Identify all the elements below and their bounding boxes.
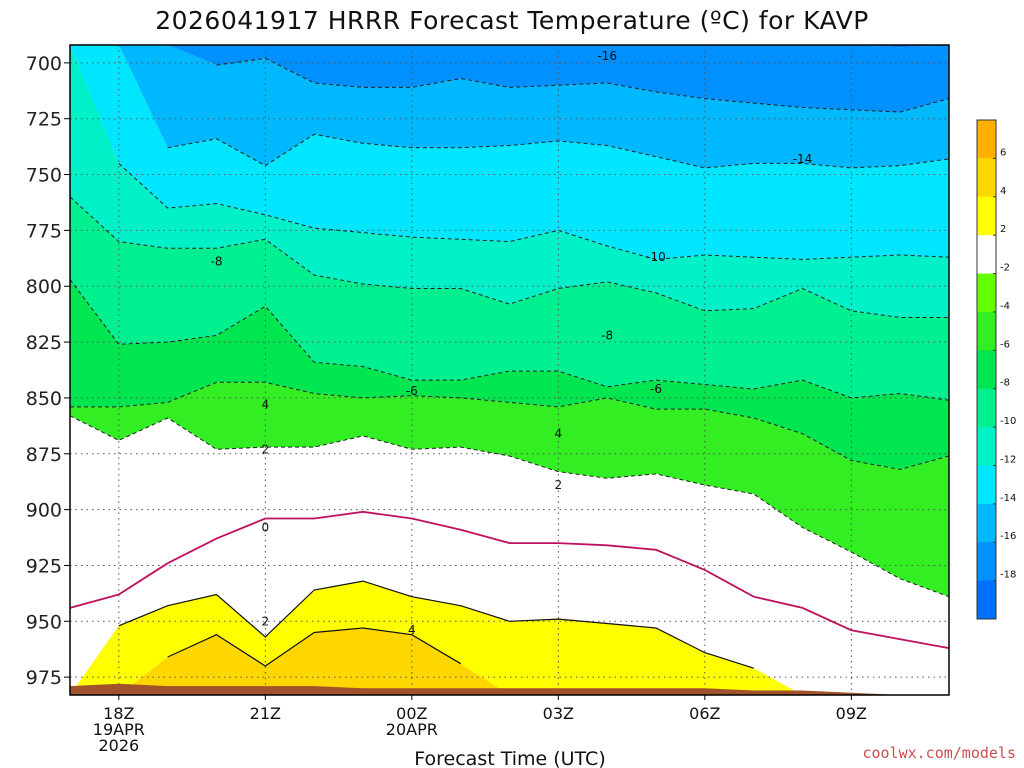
isotherm-line-minus4	[70, 381, 950, 470]
x-tick-label: 19APR	[93, 720, 145, 739]
band-0-2	[70, 511, 949, 695]
colorbar-swatch	[977, 503, 996, 543]
credit-text[interactable]: coolwx.com/models	[862, 744, 1016, 762]
colorbar-swatch	[977, 388, 996, 428]
contour-label: -6	[650, 382, 662, 396]
isotherm-line-minus8	[69, 196, 949, 318]
x-axis-label: Forecast Time (UTC)	[414, 748, 605, 768]
x-tick-label: 2026	[98, 736, 139, 755]
contour-label: -8	[211, 255, 223, 269]
band-minus2-0	[70, 415, 949, 649]
plot-frame	[69, 44, 950, 696]
isotherm-line-minus12	[167, 133, 950, 169]
contour-label: 2	[262, 614, 270, 628]
y-axis: 700 725 750 775 800 825 850 875 900 925 950 975	[26, 53, 70, 689]
colorbar-label: 4	[1000, 186, 1006, 197]
x-tick-label: 06Z	[689, 704, 720, 723]
colorbar-swatch	[977, 273, 996, 313]
colorbar-swatch	[977, 158, 996, 198]
colorbar-swatch	[977, 235, 996, 275]
contour-label: -6	[406, 384, 418, 398]
contour-label: 4	[262, 398, 270, 412]
contour-label: -8	[601, 328, 613, 342]
colorbar-swatch	[977, 120, 996, 159]
isotherm-line-2	[118, 580, 754, 669]
y-tick-label: 900	[26, 500, 62, 522]
band-minus10-minus8	[70, 45, 949, 318]
contour-label: 2	[555, 478, 563, 492]
contour-label: 2	[262, 442, 270, 456]
colorbar-swatch	[977, 542, 996, 582]
y-tick-label: 775	[26, 220, 62, 242]
x-tick-label: 20APR	[386, 720, 438, 739]
isotherm-lines	[69, 57, 950, 669]
colorbar-label: 2	[1000, 224, 1006, 235]
contour-label: -14	[793, 152, 813, 166]
contour-label: 0	[262, 520, 270, 534]
band-minus8-minus6	[70, 196, 949, 401]
colorbar-label: -6	[1000, 339, 1010, 350]
colorbar-label: 6	[1000, 147, 1006, 158]
isotherm-line-0	[69, 510, 950, 649]
x-tick-label: 21Z	[250, 704, 281, 723]
colorbar-label: -18	[1000, 570, 1016, 581]
ground-surface	[70, 683, 949, 695]
isotherm-line-minus14	[216, 57, 950, 113]
colorbar: 6 4 2 -2 -4 -6 -8 -10 -12 -14 -16 -18	[976, 119, 1016, 620]
y-tick-label: 925	[26, 555, 62, 577]
colorbar-swatch	[977, 196, 996, 236]
chart-title: 2026041917 HRRR Forecast Temperature (ºC…	[155, 6, 869, 35]
isotherm-line-4	[167, 627, 462, 667]
x-tick-label: 03Z	[543, 704, 574, 723]
isotherm-line-minus6	[69, 279, 950, 401]
band-2-4	[70, 581, 949, 695]
y-tick-label: 700	[26, 53, 62, 75]
colorbar-label: -16	[1000, 531, 1016, 542]
colorbar-swatch	[977, 580, 996, 620]
colorbar-frame	[976, 119, 997, 620]
y-tick-label: 975	[26, 667, 62, 689]
colorbar-label: -8	[1000, 378, 1010, 389]
isotherm-line-minus2	[69, 415, 950, 598]
y-tick-label: 825	[26, 332, 62, 354]
grid-lines	[70, 45, 949, 695]
colorbar-swatch	[977, 350, 996, 390]
colorbar-label: -4	[1000, 301, 1010, 312]
x-tick-label: 09Z	[836, 704, 867, 723]
contour-label: -16	[597, 49, 617, 63]
ground-fill	[70, 683, 949, 695]
y-tick-label: 850	[26, 388, 62, 410]
band-minus6-minus4	[70, 279, 949, 470]
colorbar-swatch	[977, 311, 996, 351]
band-above-4	[70, 628, 949, 695]
contour-label: 4	[408, 623, 416, 637]
colorbar-label: -12	[1000, 454, 1016, 465]
contour-labels: -16 -14 -10 -8 -8 -6 -6 4 4 2 2 0 2 4	[211, 49, 813, 637]
band-minus16-minus14	[70, 45, 949, 112]
colorbar-label: -14	[1000, 493, 1016, 504]
colorbar-swatch	[977, 427, 996, 466]
band-minus12-minus10	[70, 45, 949, 260]
x-tick-label: 18Z	[103, 704, 134, 723]
band-minus4-minus2	[70, 382, 949, 597]
y-tick-label: 750	[26, 165, 62, 187]
y-tick-label: 725	[26, 109, 62, 131]
contour-label: 4	[555, 427, 563, 441]
y-tick-label: 875	[26, 444, 62, 466]
isotherm-line-minus10	[118, 163, 950, 260]
colorbar-swatch	[977, 465, 996, 505]
y-tick-label: 950	[26, 611, 62, 633]
colorbar-label: -2	[1000, 263, 1010, 274]
colorbar-label: -10	[1000, 416, 1016, 427]
x-tick-label: 00Z	[396, 704, 427, 723]
y-tick-label: 800	[26, 276, 62, 298]
temperature-fills	[70, 45, 949, 695]
band-minus14-minus12	[70, 45, 949, 168]
contour-label: -10	[646, 250, 666, 264]
